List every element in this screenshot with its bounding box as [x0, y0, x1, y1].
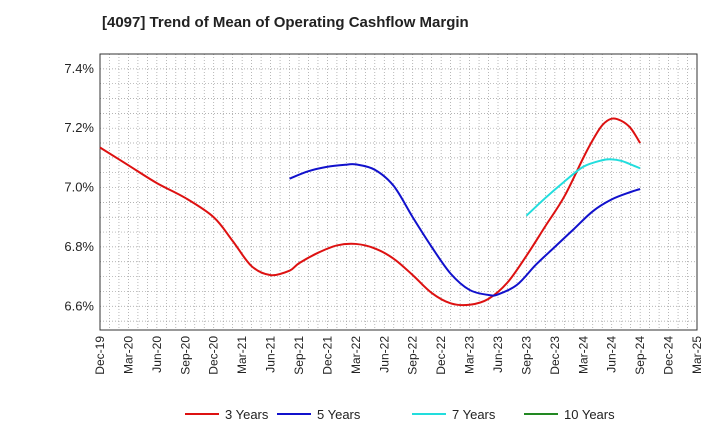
x-tick-label: Sep-20 — [178, 336, 192, 375]
y-tick-label: 7.4% — [64, 61, 94, 76]
chart-title: [4097] Trend of Mean of Operating Cashfl… — [102, 14, 469, 31]
legend-label: 5 Years — [317, 407, 361, 422]
x-tick-label: Dec-22 — [434, 336, 448, 375]
x-tick-label: Dec-20 — [207, 336, 221, 375]
y-tick-label: 6.6% — [64, 298, 94, 313]
x-tick-label: Mar-25 — [690, 336, 704, 374]
y-tick-label: 6.8% — [64, 239, 94, 254]
x-tick-label: Jun-21 — [264, 336, 278, 373]
x-tick-label: Jun-20 — [150, 336, 164, 373]
legend-label: 7 Years — [452, 407, 496, 422]
y-tick-label: 7.0% — [64, 180, 94, 195]
x-tick-label: Sep-23 — [519, 336, 533, 375]
plot-frame — [99, 53, 698, 331]
series-line-3-years — [99, 117, 641, 307]
x-tick-label: Mar-23 — [463, 336, 477, 374]
x-tick-label: Dec-24 — [662, 336, 676, 375]
legend: 3 Years 5 Years 7 Years 10 Years — [185, 407, 615, 422]
y-tick-label: 7.2% — [64, 120, 94, 135]
x-tick-label: Sep-21 — [292, 336, 306, 375]
x-tick-label: Mar-20 — [121, 336, 135, 374]
x-tick-label: Dec-23 — [548, 336, 562, 375]
x-tick-label: Mar-22 — [349, 336, 363, 374]
x-tick-label: Jun-24 — [605, 336, 619, 373]
x-tick-label: Mar-21 — [235, 336, 249, 374]
series-line-5-years — [289, 163, 641, 297]
x-axis: Dec-19 Mar-20 Jun-20 Sep-20 Dec-20 Mar-21 Jun-… — [93, 336, 704, 375]
y-axis: 6.6% 6.8% 7.0% 7.2% 7.4% — [64, 61, 94, 313]
legend-label: 3 Years — [225, 407, 269, 422]
series-layer — [99, 117, 641, 307]
legend-label: 10 Years — [564, 407, 615, 422]
x-tick-label: Sep-22 — [406, 336, 420, 375]
grid-layer — [100, 53, 697, 330]
x-tick-label: Dec-21 — [320, 336, 334, 375]
x-tick-label: Jun-23 — [491, 336, 505, 373]
series-line-7-years — [525, 158, 641, 217]
x-tick-label: Mar-24 — [576, 336, 590, 374]
x-tick-label: Dec-19 — [93, 336, 107, 375]
x-tick-label: Jun-22 — [377, 336, 391, 373]
x-tick-label: Sep-24 — [633, 336, 647, 375]
